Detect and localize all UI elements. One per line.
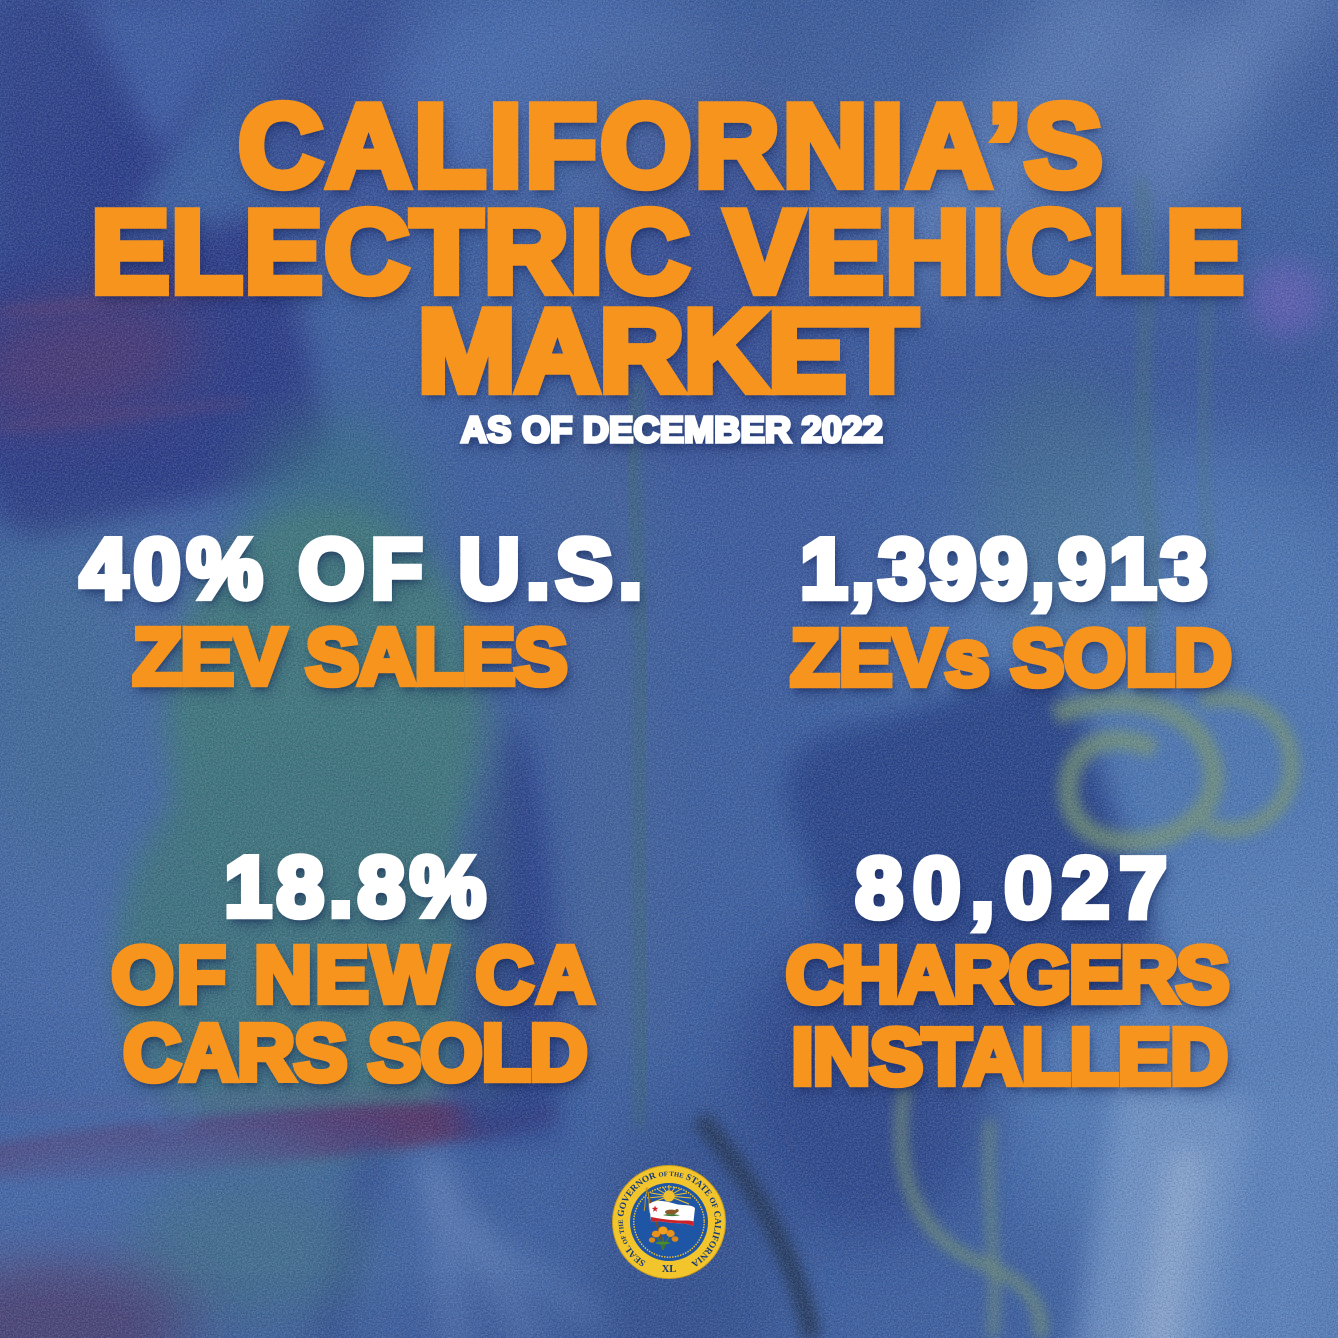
svg-text:XL: XL [662,1264,677,1275]
